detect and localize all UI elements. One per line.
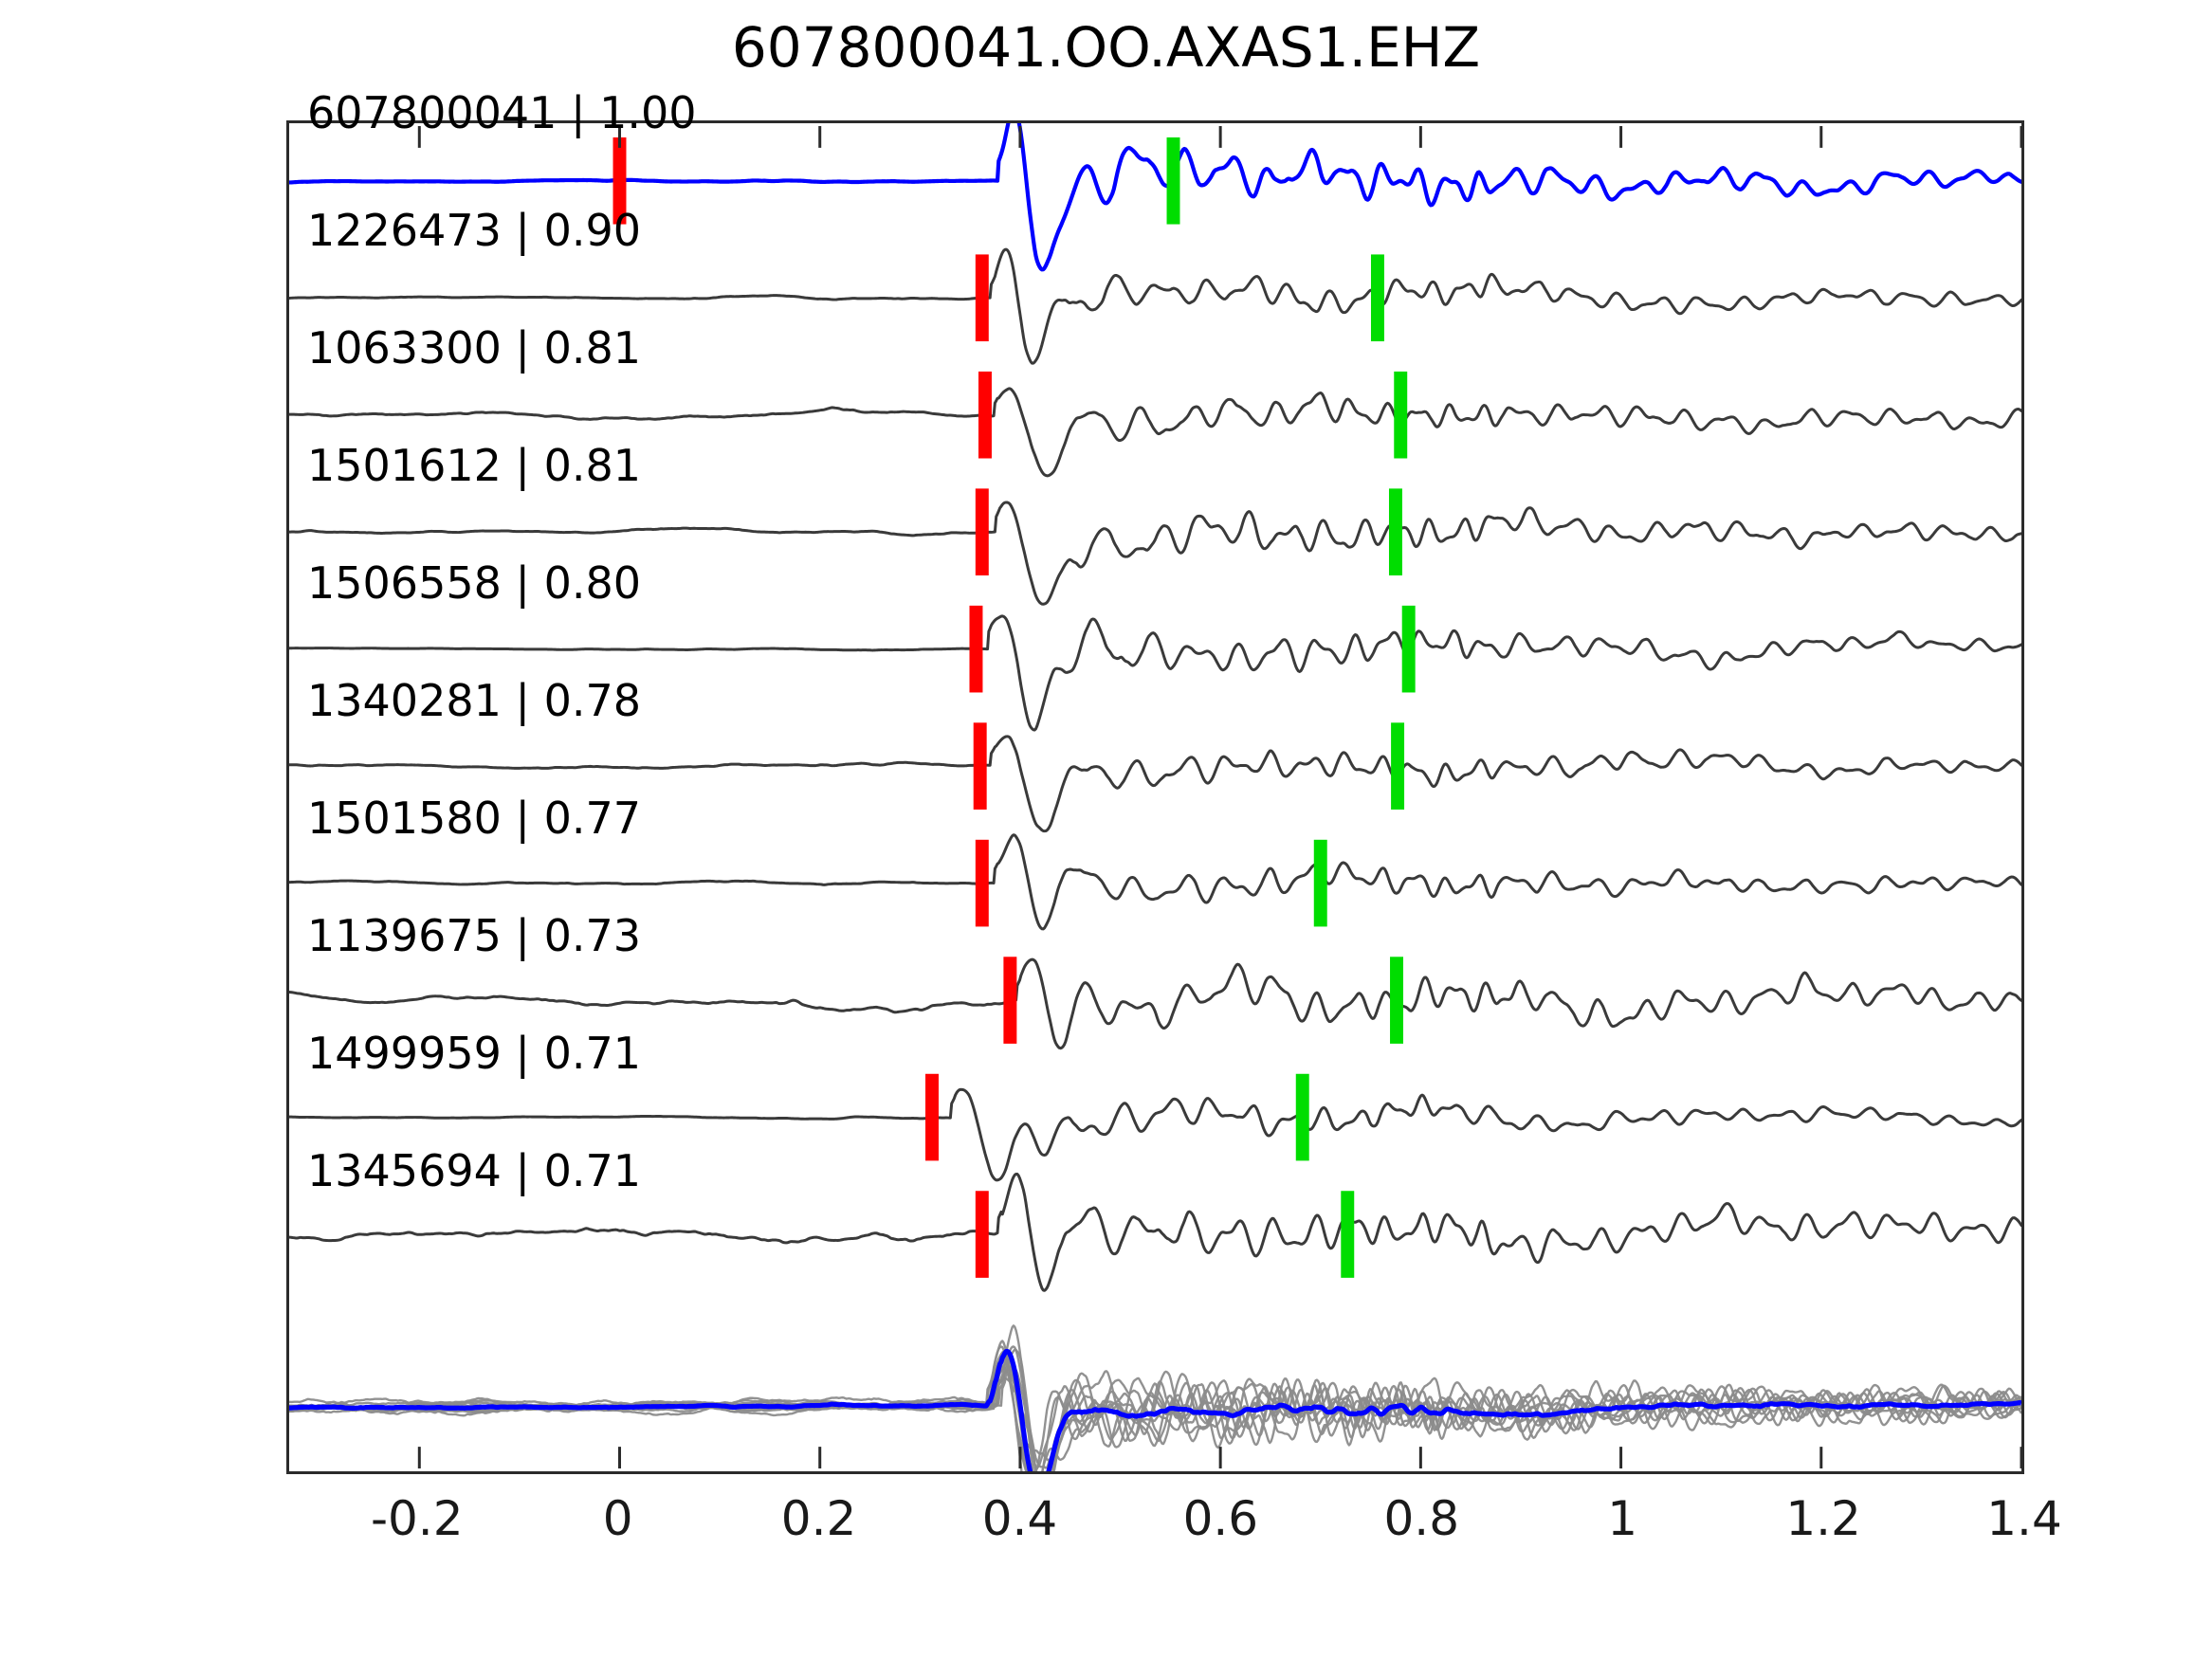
p-pick-marker-607800041 <box>612 137 627 225</box>
s-pick-marker-1506558 <box>1401 605 1416 693</box>
s-pick-marker-1501580 <box>1313 839 1327 927</box>
x-tick-label: 0.4 <box>981 1491 1058 1546</box>
x-tick-label: 0 <box>602 1491 633 1546</box>
x-tick-label: 1 <box>1607 1491 1638 1546</box>
trace-group-1499959 <box>289 1087 2021 1182</box>
s-pick-marker-1063300 <box>1394 371 1408 459</box>
x-tick-label: -0.2 <box>370 1491 464 1546</box>
p-pick-marker-1226473 <box>975 254 989 342</box>
s-pick-marker-1340281 <box>1391 722 1405 810</box>
p-pick-marker-1506558 <box>969 605 983 693</box>
s-pick-marker-607800041 <box>1166 137 1180 225</box>
trace-group-1501580 <box>289 833 2021 931</box>
waveform-1063300 <box>289 387 2021 478</box>
trace-group-1340281 <box>289 735 2021 833</box>
seismogram-svg <box>289 123 2021 1471</box>
waveform-1345694 <box>289 1172 2021 1292</box>
p-pick-marker-1345694 <box>975 1191 989 1278</box>
x-tick-label: 1.2 <box>1785 1491 1861 1546</box>
waveform-1226473 <box>289 247 2021 365</box>
trace-group-1063300 <box>289 387 2021 478</box>
stack-mean-trace <box>289 1348 2021 1471</box>
stack-overlay-trace <box>289 1345 2021 1469</box>
p-pick-marker-1340281 <box>973 722 987 810</box>
trace-group-1345694 <box>289 1172 2021 1292</box>
p-pick-marker-1501580 <box>975 839 989 927</box>
p-pick-marker-1501612 <box>975 488 989 575</box>
s-pick-marker-1139675 <box>1390 957 1403 1044</box>
p-pick-marker-1063300 <box>978 371 992 459</box>
waveform-1501612 <box>289 501 2021 606</box>
p-pick-marker-1139675 <box>1003 957 1017 1044</box>
trace-group-1226473 <box>289 247 2021 365</box>
s-pick-marker-1226473 <box>1370 254 1384 342</box>
x-tick-label: 1.4 <box>1986 1491 2062 1546</box>
page-title: 607800041.OO.AXAS1.EHZ <box>731 15 1481 80</box>
trace-group-1501612 <box>289 501 2021 606</box>
s-pick-marker-1345694 <box>1341 1191 1355 1278</box>
waveform-1506558 <box>289 614 2021 732</box>
x-tick-label: 0.2 <box>780 1491 857 1546</box>
plot-area <box>286 120 2024 1474</box>
trace-group-607800041 <box>289 123 2021 272</box>
waveform-607800041 <box>289 123 2021 272</box>
x-axis-tick-labels: -0.2 0 0.2 0.4 0.6 0.8 1 1.2 1.4 <box>286 1474 2062 1559</box>
trace-group-1506558 <box>289 614 2021 732</box>
waveform-1139675 <box>289 957 2021 1050</box>
x-tick-label: 0.6 <box>1182 1491 1259 1546</box>
waveform-1499959 <box>289 1087 2021 1182</box>
s-pick-marker-1501612 <box>1388 488 1402 575</box>
p-pick-marker-1499959 <box>925 1073 939 1161</box>
x-tick-label: 0.8 <box>1383 1491 1460 1546</box>
trace-group-1139675 <box>289 957 2021 1050</box>
waveform-1501580 <box>289 833 2021 931</box>
s-pick-marker-1499959 <box>1295 1073 1309 1161</box>
waveform-1340281 <box>289 735 2021 833</box>
